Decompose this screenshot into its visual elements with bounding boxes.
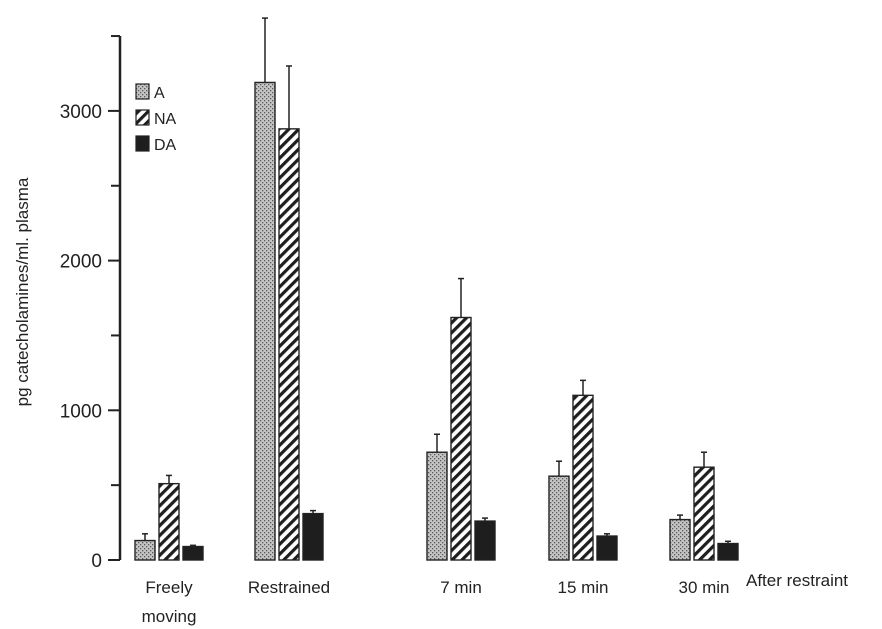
bar-da-1 <box>182 545 204 561</box>
y-tick-label: 1000 <box>60 401 102 422</box>
bar-da-4 <box>596 535 618 561</box>
legend-swatch-na <box>135 109 150 126</box>
bar-a-3 <box>426 451 448 561</box>
bar-a-1 <box>134 539 156 561</box>
bar-a-4 <box>548 475 570 561</box>
legend-swatch-a <box>135 83 150 100</box>
bar-a-5 <box>669 518 691 561</box>
legend-swatch-da <box>135 135 150 152</box>
legend: A NA DA <box>135 83 177 154</box>
legend-label-da: DA <box>154 137 177 154</box>
y-tick-label: 2000 <box>60 252 102 273</box>
x-category-label: Freely <box>145 578 193 597</box>
bar-na-2 <box>278 128 300 561</box>
y-tick-label: 3000 <box>60 102 102 123</box>
y-tick-label: 0 <box>91 551 102 572</box>
bar-layer: Freely moving Restrained 7 min 15 min 30 min <box>134 17 739 626</box>
bar-na-5 <box>693 466 715 561</box>
bar-a-2 <box>254 81 276 561</box>
after-restraint-annotation: After restraint <box>746 571 848 590</box>
bar-da-2 <box>302 512 324 561</box>
x-category-label: 15 min <box>557 578 608 597</box>
x-category-label: 7 min <box>440 578 482 597</box>
bar-da-5 <box>717 542 739 561</box>
legend-label-a: A <box>154 85 165 102</box>
bar-da-3 <box>474 520 496 561</box>
legend-label-na: NA <box>154 111 177 128</box>
bar-na-1 <box>158 482 180 561</box>
x-category-label: Restrained <box>248 578 330 597</box>
x-category-label: moving <box>142 607 197 626</box>
bar-na-4 <box>572 394 594 561</box>
axis-layer: 0 1000 2000 3000 <box>60 35 122 572</box>
y-axis-label: pg catecholamines/ml. plasma <box>13 177 32 406</box>
x-category-label: 30 min <box>678 578 729 597</box>
label-layer: pg catecholamines/ml. plasma After restr… <box>13 177 848 590</box>
bar-na-3 <box>450 316 472 561</box>
